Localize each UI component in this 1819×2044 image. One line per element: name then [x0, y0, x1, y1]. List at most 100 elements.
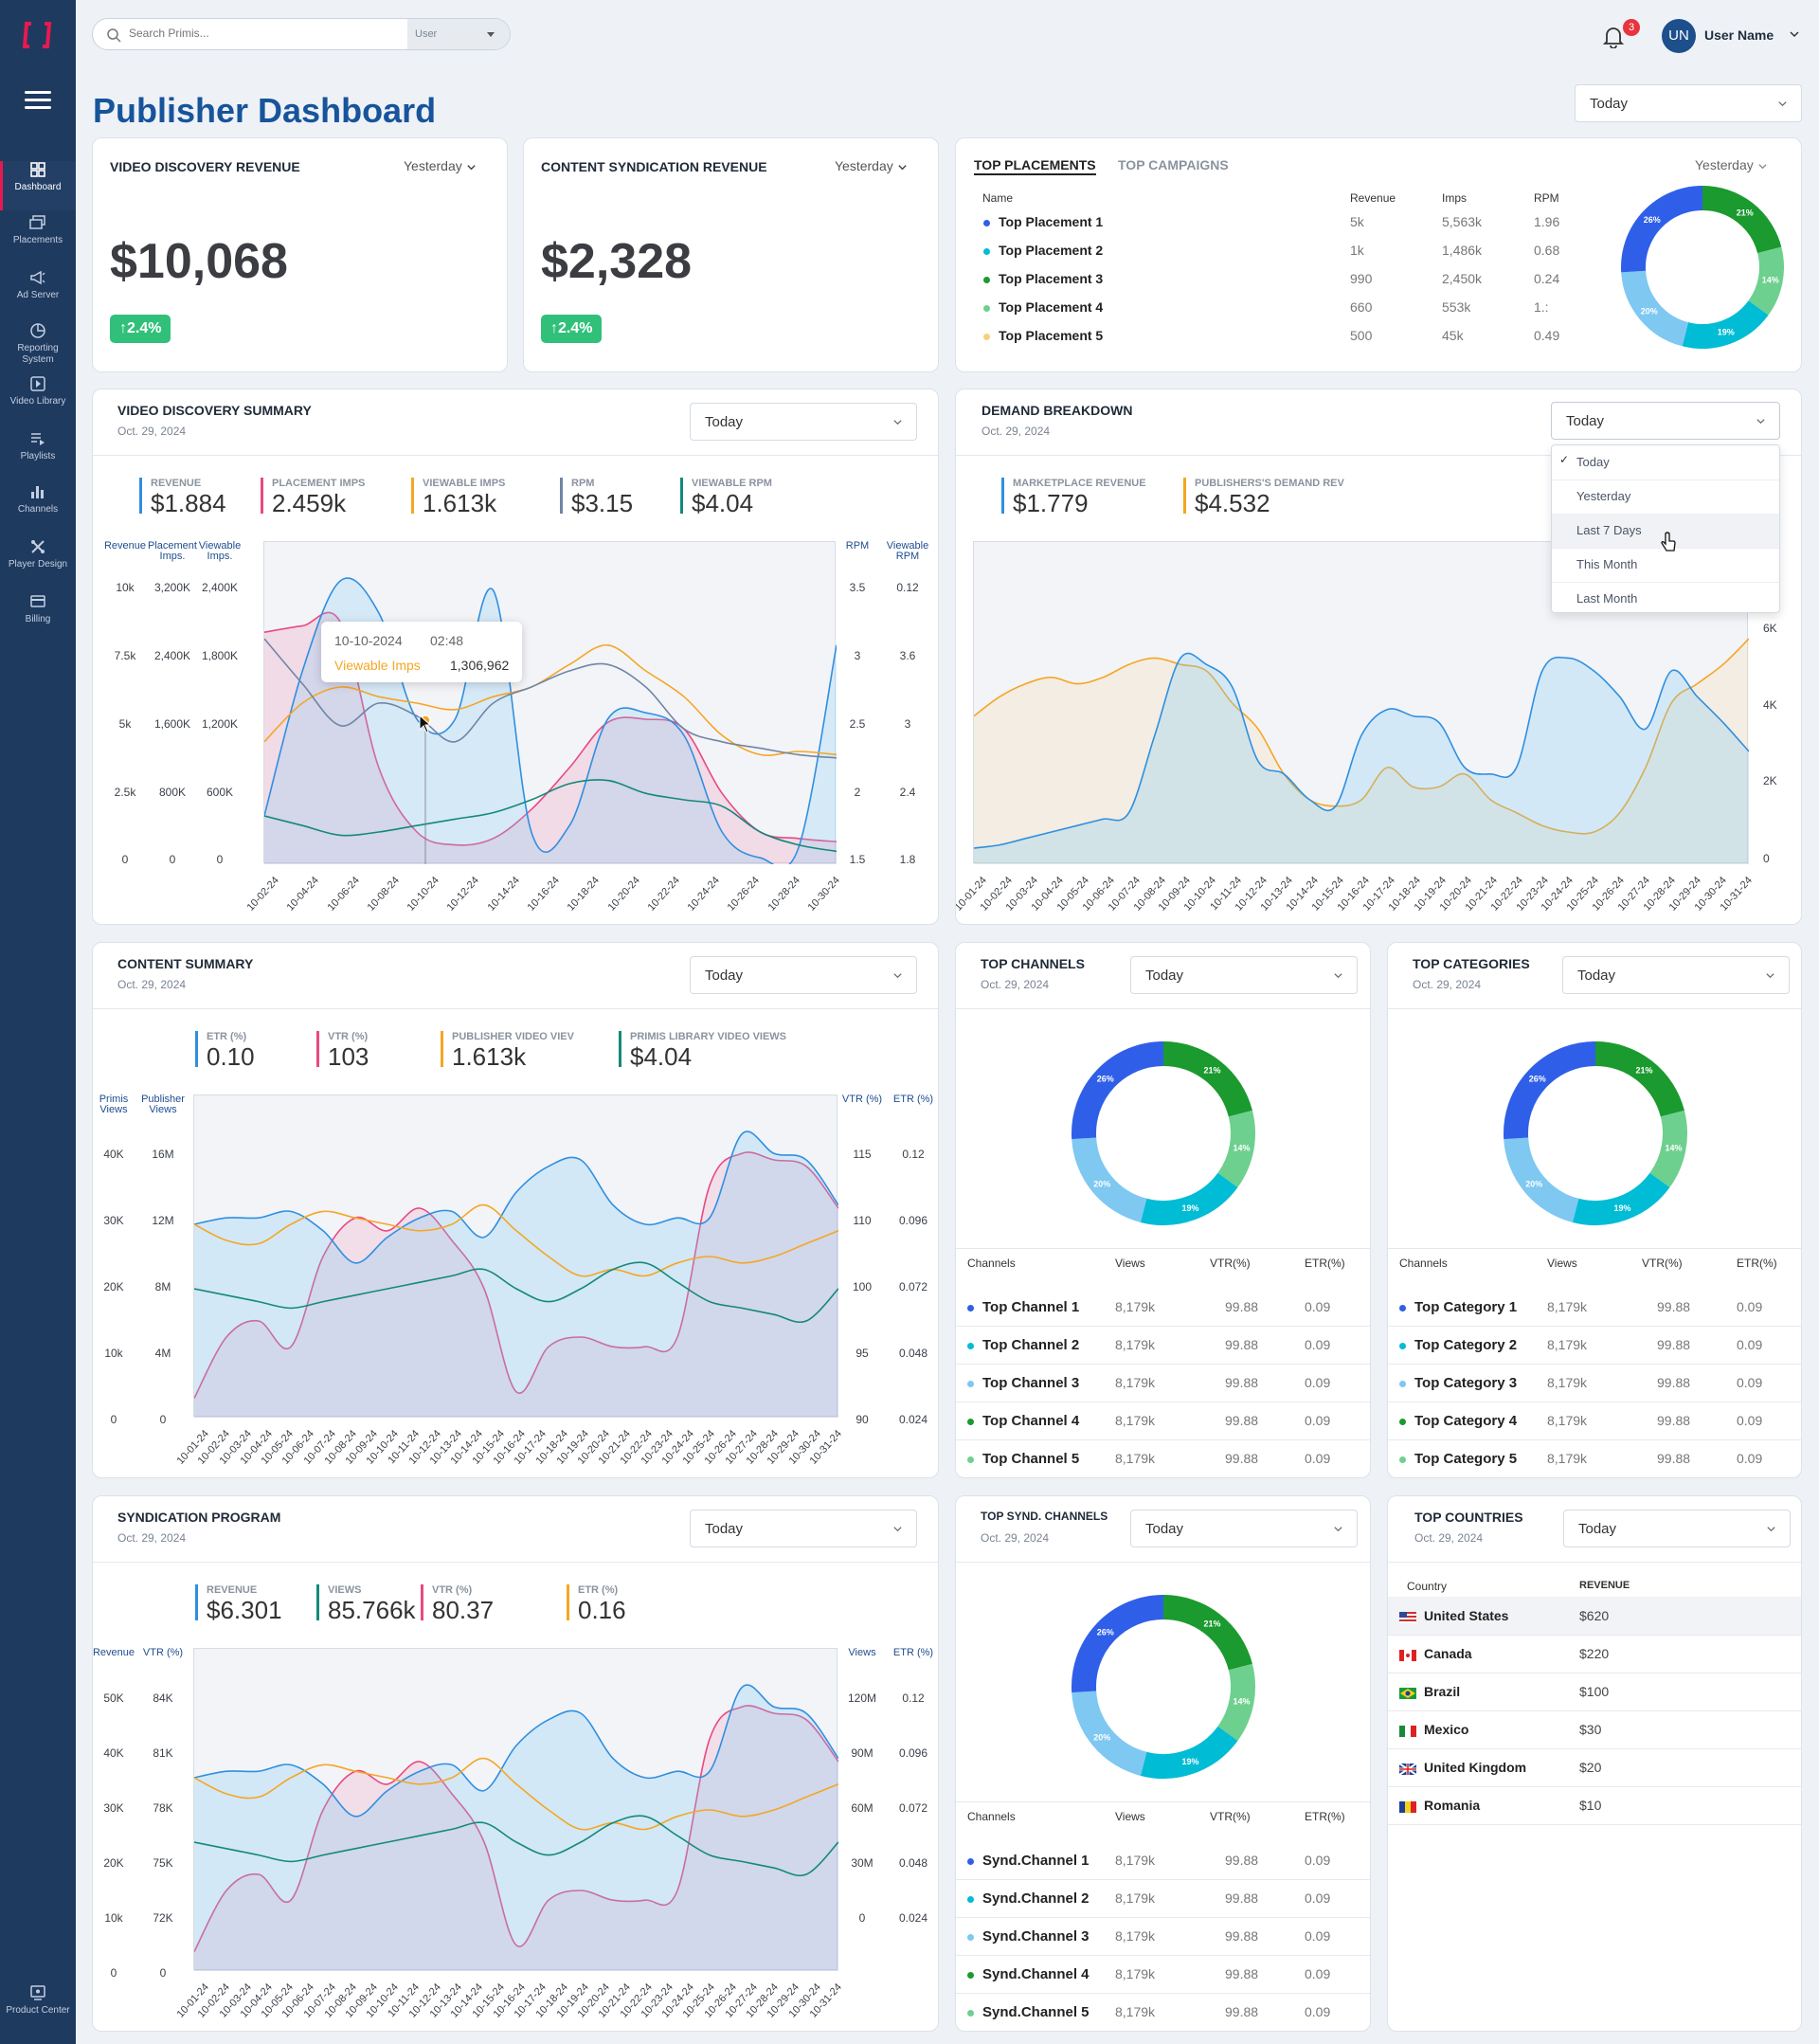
donut-slice[interactable] — [1682, 299, 1769, 349]
period-select[interactable]: Today — [1130, 956, 1358, 994]
tab-top-placements[interactable]: TOP PLACEMENTS — [974, 157, 1096, 175]
dropdown-option-this-month[interactable]: This Month — [1552, 548, 1779, 582]
row-name[interactable]: Top Category 2 — [1414, 1337, 1518, 1353]
content-summary-line-chart[interactable] — [193, 1095, 839, 1418]
nav-placements[interactable]: Placements — [0, 214, 76, 263]
country-name[interactable]: United States — [1424, 1608, 1509, 1623]
placement-name[interactable]: Top Placement 2 — [999, 243, 1104, 258]
tab-top-campaigns[interactable]: TOP CAMPAIGNS — [1118, 157, 1229, 172]
donut-slice[interactable] — [1649, 1110, 1687, 1188]
row-name[interactable]: Top Category 4 — [1414, 1413, 1518, 1429]
row-name[interactable]: Top Channel 5 — [982, 1451, 1080, 1467]
donut-slice[interactable] — [1621, 270, 1689, 347]
country-name[interactable]: United Kingdom — [1424, 1760, 1527, 1775]
row-name[interactable]: Top Channel 3 — [982, 1375, 1080, 1391]
row-name[interactable]: Synd.Channel 4 — [982, 1966, 1090, 1982]
row-name[interactable]: Synd.Channel 3 — [982, 1928, 1090, 1945]
placement-name[interactable]: Top Placement 1 — [999, 214, 1104, 229]
donut-slice[interactable] — [1162, 1041, 1252, 1117]
donut-slice[interactable] — [1217, 1110, 1255, 1188]
search-input[interactable] — [129, 27, 489, 40]
donut-slice[interactable] — [1594, 1041, 1684, 1117]
placement-name[interactable]: Top Placement 5 — [999, 328, 1104, 343]
country-name[interactable]: Canada — [1424, 1646, 1472, 1661]
syndication-line-chart[interactable] — [193, 1649, 839, 1971]
donut-slice[interactable] — [1140, 1726, 1238, 1779]
dropdown-option-yesterday[interactable]: Yesterday — [1552, 479, 1779, 514]
country-name[interactable]: Romania — [1424, 1798, 1481, 1813]
period-select[interactable]: Today — [1130, 1510, 1358, 1547]
orange-series-line[interactable] — [193, 1757, 839, 1831]
demand-breakdown-area-chart[interactable] — [973, 542, 1750, 864]
notification-bell-icon[interactable] — [1603, 26, 1624, 48]
row-name[interactable]: Top Channel 2 — [982, 1337, 1080, 1353]
publishers-demand-revenue-line[interactable] — [973, 638, 1750, 835]
pink-series-line[interactable] — [193, 1705, 839, 1952]
row-name[interactable]: Top Channel 1 — [982, 1299, 1080, 1315]
country-name[interactable]: Brazil — [1424, 1684, 1461, 1699]
donut-slice[interactable] — [1504, 1041, 1596, 1140]
donut-slice[interactable] — [1702, 186, 1782, 254]
dropdown-option-last-month[interactable]: Last Month — [1552, 582, 1779, 616]
orange-series-line[interactable] — [193, 1203, 839, 1277]
user-name[interactable]: User Name — [1704, 27, 1774, 43]
plot-area[interactable] — [263, 541, 837, 869]
nav-player-design[interactable]: Player Design — [0, 538, 76, 588]
blue-series-line[interactable] — [193, 1131, 839, 1264]
row-name[interactable]: Synd.Channel 1 — [982, 1853, 1090, 1869]
donut-slice[interactable] — [1072, 1595, 1164, 1693]
viewable-rpm-line[interactable] — [263, 779, 837, 853]
period-select[interactable]: Today — [690, 403, 917, 441]
teal-series-line[interactable] — [193, 1261, 839, 1323]
placement-name[interactable]: Top Placement 3 — [999, 271, 1104, 286]
nav-ad-server[interactable]: Ad Server — [0, 269, 76, 318]
viewable-imps-line[interactable] — [263, 643, 837, 756]
nav-video-library[interactable]: Video Library — [0, 375, 76, 425]
row-name[interactable]: Top Category 1 — [1414, 1299, 1518, 1315]
dropdown-option-today[interactable]: ✓ Today — [1552, 445, 1779, 479]
donut-slice[interactable] — [1504, 1136, 1579, 1222]
nav-channels[interactable]: Channels — [0, 483, 76, 533]
donut-slice[interactable] — [1162, 1595, 1252, 1671]
revenue-line[interactable] — [263, 577, 837, 869]
donut-slice[interactable] — [1072, 1041, 1164, 1140]
donut-slice[interactable] — [1748, 246, 1784, 316]
donut-slice[interactable] — [1217, 1663, 1255, 1742]
row-name[interactable]: Top Category 5 — [1414, 1451, 1518, 1467]
marketplace-revenue-line[interactable] — [973, 652, 1750, 849]
donut-slice[interactable] — [1621, 186, 1703, 273]
plot-area[interactable] — [193, 1648, 839, 1971]
row-name[interactable]: Top Channel 4 — [982, 1413, 1080, 1429]
pink-series-line[interactable] — [193, 1151, 839, 1399]
donut-slice[interactable] — [1072, 1690, 1147, 1776]
placement-name[interactable]: Top Placement 4 — [999, 299, 1104, 315]
blue-series-line[interactable] — [193, 1684, 839, 1818]
donut-slice[interactable] — [1572, 1172, 1670, 1225]
chevron-down-icon[interactable] — [1789, 28, 1800, 40]
plot-area[interactable] — [193, 1094, 839, 1418]
period-select[interactable]: Today — [690, 1510, 917, 1547]
period-select[interactable]: Today — [1551, 402, 1780, 440]
period-select[interactable]: Today — [1563, 1510, 1791, 1547]
search-scope-select[interactable]: User — [407, 19, 510, 49]
period-select[interactable]: Yesterday — [835, 158, 908, 173]
row-name[interactable]: Synd.Channel 5 — [982, 2004, 1090, 2020]
global-date-range-select[interactable]: Today — [1575, 84, 1802, 122]
row-name[interactable]: Synd.Channel 2 — [982, 1890, 1090, 1907]
primis-logo-icon[interactable] — [23, 21, 53, 49]
row-name[interactable]: Top Category 3 — [1414, 1375, 1518, 1391]
period-select[interactable]: Today — [1562, 956, 1790, 994]
teal-series-line[interactable] — [193, 1815, 839, 1876]
donut-slice[interactable] — [1072, 1136, 1147, 1222]
donut-slice[interactable] — [1140, 1172, 1238, 1225]
nav-billing[interactable]: Billing — [0, 593, 76, 642]
menu-toggle-icon[interactable] — [25, 91, 51, 109]
period-select[interactable]: Yesterday — [1695, 157, 1768, 172]
nav-dashboard[interactable]: Dashboard — [0, 161, 76, 210]
country-name[interactable]: Mexico — [1424, 1722, 1469, 1737]
nav-reporting-system[interactable]: Reporting System — [0, 322, 76, 371]
avatar[interactable]: UN — [1662, 19, 1696, 53]
nav-product-center[interactable]: Product Center — [0, 1984, 76, 2032]
nav-playlists[interactable]: Playlists — [0, 430, 76, 479]
period-select[interactable]: Today — [690, 956, 917, 994]
